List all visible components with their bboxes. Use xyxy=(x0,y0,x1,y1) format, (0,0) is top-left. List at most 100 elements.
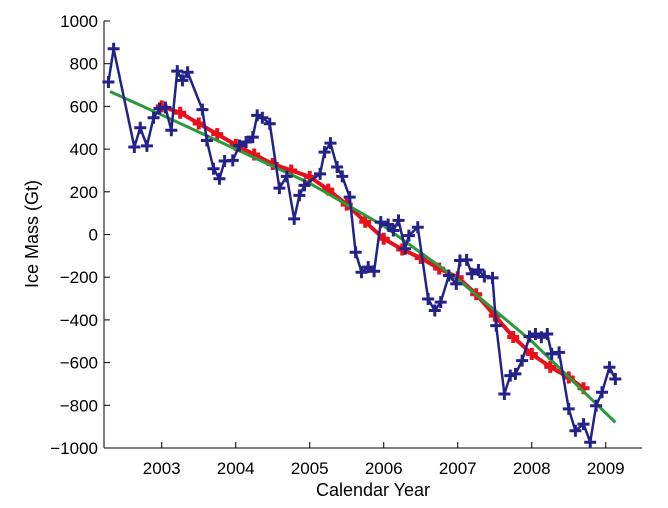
monthly-point xyxy=(233,139,246,152)
y-tick-label: 1000 xyxy=(60,12,98,31)
monthly-point xyxy=(355,266,368,279)
y-tick-label: 200 xyxy=(70,183,98,202)
series-fit xyxy=(109,90,617,424)
monthly-point xyxy=(226,154,239,167)
monthly-point xyxy=(472,263,485,276)
monthly-point xyxy=(523,330,536,343)
monthly-point xyxy=(596,386,609,399)
monthly-point xyxy=(387,224,400,237)
monthly-point xyxy=(509,367,522,380)
axes: 1000 800 600 400 200 0 −200 −400 −600 −800 −1000 20… xyxy=(50,12,642,478)
monthly-point xyxy=(324,137,337,150)
monthly-point xyxy=(159,101,172,114)
monthly-point xyxy=(288,212,301,225)
monthly-point xyxy=(498,387,511,400)
smoothed-point xyxy=(507,330,520,343)
monthly-point xyxy=(128,140,141,153)
monthly-point xyxy=(263,117,276,130)
y-tick-label: 600 xyxy=(70,97,98,116)
monthly-point xyxy=(140,139,153,152)
y-axis-label: Ice Mass (Gt) xyxy=(22,180,42,288)
monthly-point xyxy=(349,246,362,259)
monthly-point xyxy=(171,65,184,78)
monthly-point xyxy=(147,111,160,124)
monthly-point xyxy=(422,292,435,305)
y-tick-label: −200 xyxy=(60,268,98,287)
monthly-point xyxy=(256,111,269,124)
monthly-point xyxy=(577,418,590,431)
smoothed-point xyxy=(211,128,224,141)
monthly-point xyxy=(460,253,473,266)
monthly-point xyxy=(343,191,356,204)
x-tick-label: 2004 xyxy=(217,459,255,478)
monthly-point xyxy=(442,269,455,282)
smoothed-point xyxy=(525,348,538,361)
monthly-point xyxy=(293,189,306,202)
monthly-point xyxy=(392,214,405,227)
x-tick-label: 2006 xyxy=(365,459,403,478)
monthly-point xyxy=(411,221,424,234)
monthly-point xyxy=(240,136,253,149)
monthly-point xyxy=(336,170,349,183)
monthly-point xyxy=(107,42,120,55)
monthly-point xyxy=(246,131,259,144)
x-tick-label: 2008 xyxy=(513,459,551,478)
y-tick-label: 800 xyxy=(70,55,98,74)
series-monthly xyxy=(102,42,622,449)
monthly-point xyxy=(541,327,554,340)
y-tick-label: −600 xyxy=(60,354,98,373)
monthly-point xyxy=(490,319,503,332)
fit-line xyxy=(109,90,617,424)
smoothed-point xyxy=(174,106,187,119)
x-axis-label: Calendar Year xyxy=(316,480,430,500)
y-tick-label: 400 xyxy=(70,140,98,159)
monthly-point xyxy=(609,373,622,386)
series-layer xyxy=(102,42,622,449)
smoothed-point xyxy=(359,215,372,228)
monthly-point xyxy=(181,66,194,79)
monthly-point xyxy=(590,399,603,412)
monthly-point xyxy=(465,267,478,280)
monthly-point xyxy=(318,146,331,159)
smoothed-line xyxy=(161,104,585,390)
monthly-point xyxy=(314,167,327,180)
x-tick-label: 2009 xyxy=(587,459,625,478)
monthly-point xyxy=(603,361,616,374)
y-tick-label: −400 xyxy=(60,311,98,330)
monthly-point xyxy=(486,271,499,284)
monthly-point xyxy=(213,172,226,185)
y-tick-label: −1000 xyxy=(50,439,98,458)
monthly-point xyxy=(434,296,447,309)
y-tick-label: 0 xyxy=(89,226,98,245)
monthly-point xyxy=(165,124,178,137)
monthly-point xyxy=(553,346,566,359)
monthly-point xyxy=(273,182,286,195)
monthly-point xyxy=(399,242,412,255)
monthly-point xyxy=(374,216,387,229)
monthly-point xyxy=(176,74,189,87)
monthly-point xyxy=(207,162,220,175)
x-tick-label: 2005 xyxy=(291,459,329,478)
monthly-line xyxy=(107,47,617,444)
smoothed-point xyxy=(544,360,557,373)
monthly-point xyxy=(569,424,582,437)
x-tick-label: 2007 xyxy=(439,459,477,478)
y-tick-label: −800 xyxy=(60,396,98,415)
monthly-point xyxy=(196,103,209,116)
monthly-point xyxy=(368,265,381,278)
smoothed-point xyxy=(192,117,205,130)
monthly-point xyxy=(331,161,344,174)
monthly-point xyxy=(428,304,441,317)
monthly-point xyxy=(402,229,415,242)
monthly-point xyxy=(200,134,213,147)
monthly-point xyxy=(134,121,147,134)
x-tick-label: 2003 xyxy=(143,459,181,478)
monthly-point xyxy=(562,402,575,415)
monthly-point xyxy=(280,170,293,183)
monthly-point xyxy=(298,179,311,192)
monthly-point xyxy=(450,277,463,290)
monthly-point xyxy=(102,76,115,89)
monthly-point xyxy=(516,354,529,367)
